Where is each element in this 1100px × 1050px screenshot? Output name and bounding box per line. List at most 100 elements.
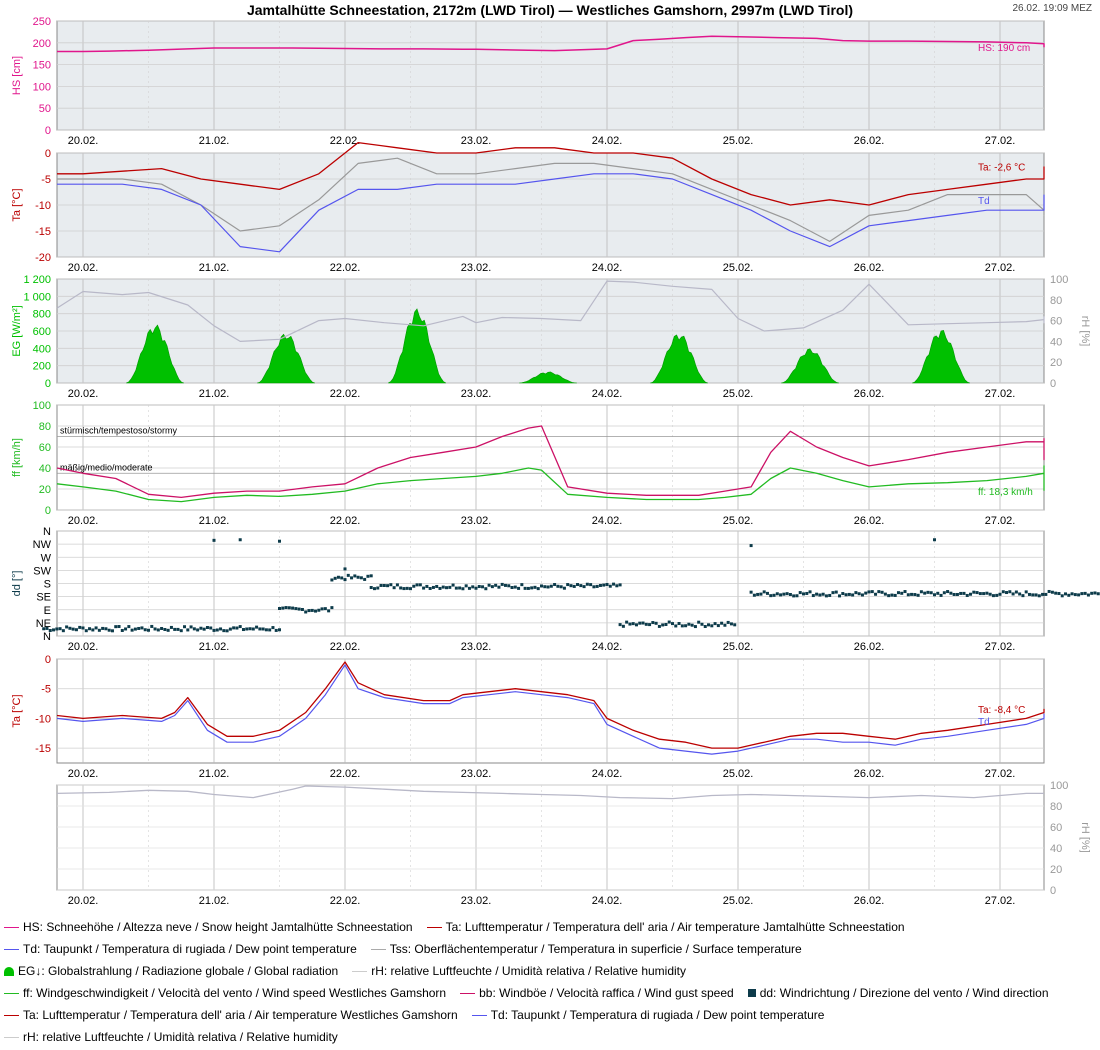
charts-container: 20.02. 21.02. 22.02. 23.02. 24.02. 25.02. 26.0… xyxy=(11,16,1100,907)
direction-point xyxy=(291,606,295,610)
legend-swatch-square xyxy=(747,989,756,997)
direction-point xyxy=(811,594,815,598)
direction-point xyxy=(274,628,278,632)
direction-point xyxy=(399,586,403,590)
direction-point xyxy=(821,592,825,596)
direction-point xyxy=(487,583,491,587)
legend-item: rH: relative Luftfeuchte / Umidità relat… xyxy=(352,964,686,978)
direction-point xyxy=(707,623,711,627)
y-axis-label: HS [cm] xyxy=(11,56,23,95)
x-tick-label: 24.02. xyxy=(592,641,623,653)
direction-point xyxy=(258,627,262,631)
direction-point xyxy=(988,592,992,596)
x-tick-label: 22.02. xyxy=(330,135,361,147)
x-tick-label: 20.02. xyxy=(68,768,99,780)
direction-point xyxy=(1093,591,1097,595)
direction-point xyxy=(124,627,128,631)
series-rh xyxy=(56,280,1045,342)
legend-item: ff: Windgeschwindigkeit / Velocità del v… xyxy=(4,986,446,1000)
direction-point xyxy=(995,593,999,597)
x-tick-label: 24.02. xyxy=(592,768,623,780)
legend-item: Tss: Oberflächentemperatur / Temperatura… xyxy=(370,942,802,956)
legend-item: Ta: Lufttemperatur / Temperatura dell' a… xyxy=(426,920,905,934)
direction-point xyxy=(409,587,412,591)
direction-point xyxy=(772,593,776,597)
series-hs xyxy=(57,35,1045,53)
x-tick-label: 21.02. xyxy=(199,262,230,274)
direction-point xyxy=(84,629,88,633)
direction-point xyxy=(389,583,393,587)
direction-point xyxy=(61,629,65,633)
panel-6: 20.02. 21.02. 22.02. 23.02. 24.02. 25.02. 26.0… xyxy=(11,654,1045,780)
direction-point xyxy=(494,583,498,587)
direction-point xyxy=(844,593,848,597)
direction-point xyxy=(520,583,524,587)
direction-point xyxy=(513,585,517,589)
x-tick-label: 21.02. xyxy=(199,515,230,527)
direction-point xyxy=(477,585,481,589)
legend-item: Td: Taupunkt / Temperatura di rugiada / … xyxy=(471,1008,824,1022)
direction-point xyxy=(255,625,259,629)
direction-point xyxy=(304,610,308,614)
x-tick-label: 25.02. xyxy=(723,262,754,274)
y-tick-label: SE xyxy=(36,592,51,604)
legend-swatch-line xyxy=(370,948,386,950)
direction-point xyxy=(1024,590,1028,594)
direction-point xyxy=(137,626,141,630)
direction-point xyxy=(566,583,570,587)
direction-point xyxy=(585,582,589,586)
legend-item: HS: Schneehöhe / Altezza neve / Snow hei… xyxy=(4,920,413,934)
direction-point xyxy=(926,590,930,594)
direction-point xyxy=(874,592,878,596)
direction-point xyxy=(962,591,966,595)
direction-point xyxy=(52,628,56,632)
direction-point xyxy=(779,593,783,597)
direction-point xyxy=(929,591,933,595)
direction-point xyxy=(785,592,789,596)
direction-point xyxy=(893,593,897,597)
timestamp: 26.02. 19:09 MEZ xyxy=(1012,3,1093,14)
direction-point xyxy=(828,593,832,597)
direction-point xyxy=(1037,594,1041,598)
direction-point xyxy=(589,583,593,587)
panel-frame xyxy=(56,784,1045,891)
direction-point xyxy=(526,586,530,590)
legend-label: HS: Schneehöhe / Altezza neve / Snow hei… xyxy=(23,920,413,934)
direction-point xyxy=(81,626,85,630)
direction-point xyxy=(101,626,105,630)
x-tick-label: 20.02. xyxy=(68,641,99,653)
y-tick-label: 200 xyxy=(33,38,51,50)
y-tick-label: 60 xyxy=(39,442,51,454)
legend-swatch-line xyxy=(4,1036,19,1038)
direction-point xyxy=(651,621,655,625)
direction-point xyxy=(497,585,501,589)
direction-point xyxy=(536,587,540,591)
direction-point xyxy=(631,622,635,626)
legend-swatch-line xyxy=(4,1014,19,1016)
direction-point xyxy=(612,582,616,586)
direction-point xyxy=(1054,591,1058,595)
legend-swatch-line xyxy=(426,926,442,928)
panel-1: 20.02. 21.02. 22.02. 23.02. 24.02. 25.02. 26.0… xyxy=(11,16,1045,147)
y-tick-label: N xyxy=(43,526,51,538)
legend-row: Td: Taupunkt / Temperatura di rugiada / … xyxy=(4,938,1096,960)
y-tick-label-right: 20 xyxy=(1050,357,1062,369)
direction-point xyxy=(104,627,108,631)
y-tick-label-right: 0 xyxy=(1050,378,1056,390)
series-ta xyxy=(56,661,1045,749)
direction-point xyxy=(346,573,350,577)
y-tick-label: 80 xyxy=(39,421,51,433)
y-tick-label: NE xyxy=(36,618,51,630)
panel-5: 20.02. 21.02. 22.02. 23.02. 24.02. 25.02. 26.0… xyxy=(11,526,1100,653)
y-tick-label: -15 xyxy=(35,743,51,755)
direction-point xyxy=(176,627,180,631)
direction-point xyxy=(147,628,150,632)
direction-point xyxy=(824,594,828,598)
direction-point xyxy=(985,591,989,595)
direction-point xyxy=(435,584,439,588)
x-tick-label: 21.02. xyxy=(199,135,230,147)
direction-point xyxy=(215,628,219,632)
direction-point xyxy=(543,585,547,589)
x-tick-label: 26.02. xyxy=(854,135,885,147)
direction-point xyxy=(680,624,684,628)
